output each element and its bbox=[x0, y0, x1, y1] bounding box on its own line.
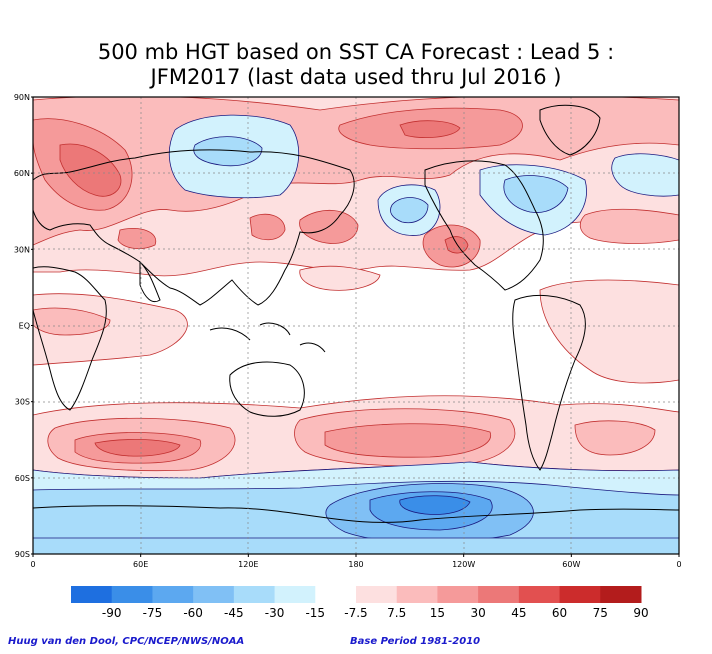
lat-tick-label: 60N bbox=[14, 169, 30, 178]
north-neg-30-a bbox=[193, 136, 263, 167]
colorbar-swatch bbox=[315, 586, 357, 603]
coast-europe-asia bbox=[33, 149, 355, 306]
coast-maritime-asia bbox=[209, 322, 326, 353]
colorbar-swatch bbox=[518, 586, 561, 603]
colorbar-swatch bbox=[437, 586, 479, 603]
colorbar-label: -60 bbox=[183, 606, 203, 620]
colorbar-swatch bbox=[71, 586, 113, 603]
coast-antarctica bbox=[33, 505, 679, 523]
colorbar-label: -75 bbox=[143, 606, 163, 620]
colorbar-label: -30 bbox=[265, 606, 285, 620]
colorbar-label: 30 bbox=[471, 606, 486, 620]
north-pos-45-a bbox=[59, 143, 122, 197]
lon-tick-label: 180 bbox=[348, 560, 363, 569]
north-neg-15-d bbox=[611, 153, 679, 197]
lon-tick-label: 120W bbox=[452, 560, 475, 569]
south-pos-15-c bbox=[574, 420, 656, 456]
lat-tick-label: 30S bbox=[15, 398, 30, 407]
lat-tick-label: 30N bbox=[14, 245, 30, 254]
coast-india bbox=[139, 260, 161, 303]
colorbar-swatch bbox=[193, 586, 235, 603]
colorbar: -90 -75 -60 -45 -30 -15 -7.5 7.5 15 30 45 60 75 90 bbox=[71, 586, 649, 620]
lon-tick-label: 60W bbox=[562, 560, 580, 569]
colorbar-swatch bbox=[152, 586, 194, 603]
colorbar-label: 90 bbox=[633, 606, 648, 620]
graticule bbox=[33, 97, 679, 554]
colorbar-label: 75 bbox=[593, 606, 608, 620]
colorbar-swatch bbox=[559, 586, 601, 603]
trop-pos-b bbox=[539, 279, 679, 384]
colorbar-label: -7.5 bbox=[344, 606, 367, 620]
colorbar-swatch bbox=[233, 586, 276, 603]
colorbar-label: -45 bbox=[224, 606, 244, 620]
north-pos-45-d bbox=[444, 236, 469, 254]
coast-greenland bbox=[539, 104, 601, 156]
colorbar-label: 7.5 bbox=[387, 606, 406, 620]
colorbar-swatch bbox=[478, 586, 520, 603]
lon-tick-label: 0 bbox=[676, 560, 681, 569]
lat-tick-label: 60S bbox=[15, 474, 30, 483]
colorbar-label: 60 bbox=[552, 606, 567, 620]
lon-tick-label: 120E bbox=[238, 560, 258, 569]
colorbar-label: 15 bbox=[430, 606, 445, 620]
colorbar-label: -90 bbox=[102, 606, 122, 620]
colorbar-swatch bbox=[111, 586, 153, 603]
coastlines bbox=[33, 104, 679, 523]
colorbar-swatch bbox=[396, 586, 438, 603]
title-line-2: JFM2017 (last data used thru Jul 2016 ) bbox=[150, 65, 562, 89]
trop-pos-c bbox=[299, 265, 381, 291]
latitude-axis: 90N 60N 30N EQ 30S 60S 90S bbox=[14, 93, 33, 559]
lat-tick-label: 90S bbox=[15, 550, 30, 559]
north-pos-30-g bbox=[117, 228, 157, 250]
south-neg-75 bbox=[399, 495, 471, 515]
credit-author: Huug van den Dool, CPC/NCEP/NWS/NOAA bbox=[8, 636, 245, 647]
coast-africa bbox=[33, 266, 107, 411]
coast-australia bbox=[229, 361, 305, 417]
lon-tick-label: 60E bbox=[133, 560, 148, 569]
trop-pos-a15 bbox=[33, 307, 111, 336]
north-pos-15-e bbox=[579, 208, 679, 244]
colorbar-swatch bbox=[274, 586, 316, 603]
south-neg-15-edge bbox=[33, 537, 679, 554]
north-pos-30-f bbox=[249, 213, 286, 241]
colorbar-label: -15 bbox=[305, 606, 325, 620]
colorbar-swatch bbox=[356, 586, 398, 603]
north-pos-45-b bbox=[399, 120, 461, 139]
colorbar-swatch bbox=[600, 586, 642, 603]
coast-north-america bbox=[424, 160, 544, 291]
lon-tick-label: 0 bbox=[30, 560, 35, 569]
south-pos-45-a bbox=[94, 439, 181, 457]
lat-tick-label: 90N bbox=[14, 93, 30, 102]
anomaly-field bbox=[33, 97, 679, 554]
credit-base-period: Base Period 1981-2010 bbox=[350, 636, 481, 647]
north-neg-30-c bbox=[503, 175, 569, 213]
title-line-1: 500 mb HGT based on SST CA Forecast : Le… bbox=[97, 40, 615, 64]
north-neg-30-b bbox=[390, 197, 429, 224]
colorbar-label: 45 bbox=[511, 606, 526, 620]
south-pos-30-b bbox=[324, 423, 491, 458]
coast-south-america bbox=[512, 295, 586, 471]
lat-tick-label: EQ bbox=[19, 322, 30, 331]
longitude-axis: 0 60E 120E 180 120W 60W 0 bbox=[30, 554, 682, 569]
